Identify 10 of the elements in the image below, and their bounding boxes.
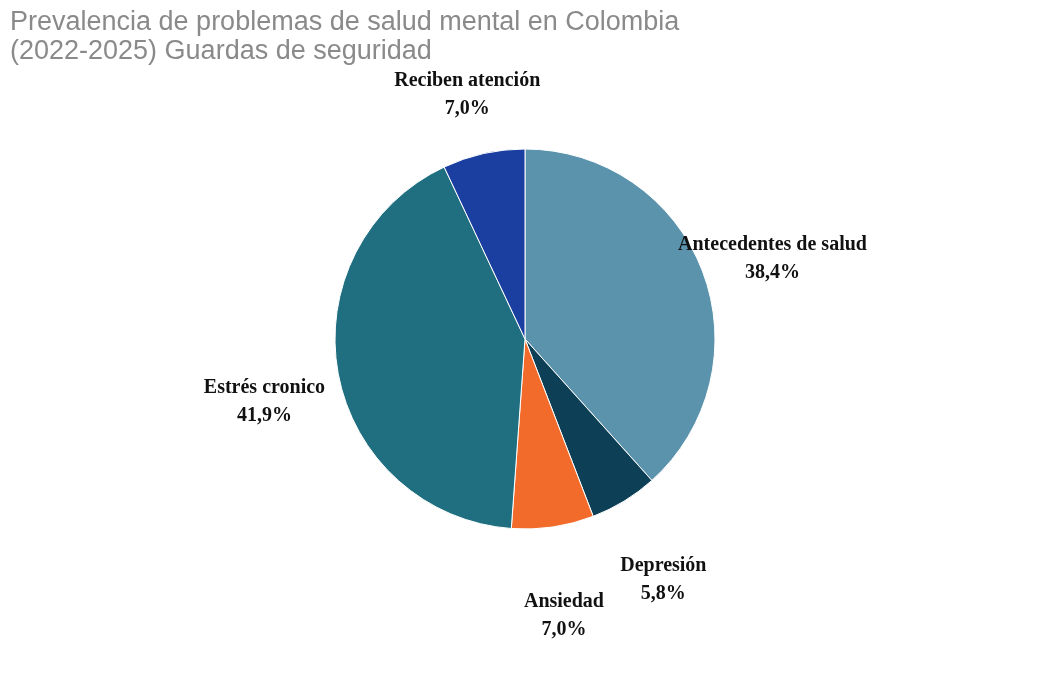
slice-label: Estrés cronico (203, 375, 326, 398)
slice-label: Depresión (620, 553, 707, 577)
slice-label: Reciben atención (394, 68, 541, 91)
slice-label: Ansiedad (523, 589, 604, 612)
chart-title: Prevalencia de problemas de salud mental en Colombia (2022-2025) Guardas de seguridad (10, 6, 681, 65)
data-label: 41,9% (236, 403, 292, 426)
data-label: 7,0% (444, 96, 490, 119)
data-label: 38,4% (744, 260, 800, 283)
data-label: 5,8% (640, 581, 686, 604)
data-label: 7,0% (541, 617, 587, 640)
